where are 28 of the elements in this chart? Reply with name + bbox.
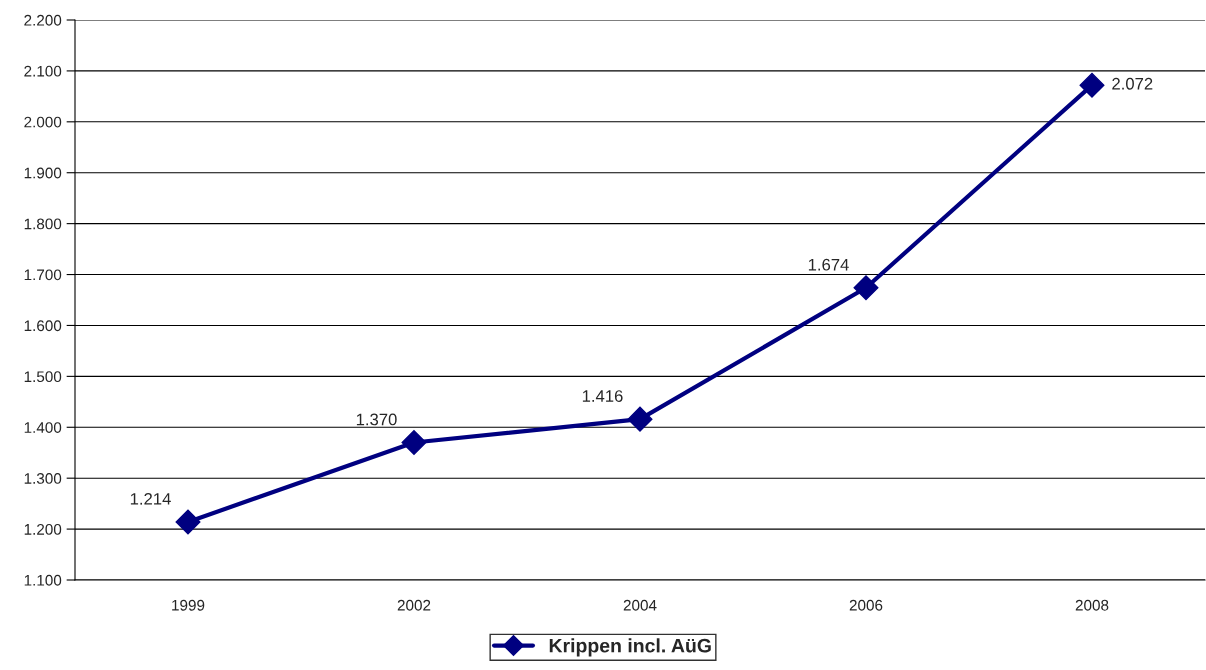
- legend-label: Krippen incl. AüG: [549, 638, 711, 657]
- x-tick-label: 2006: [849, 599, 883, 611]
- point: [175, 509, 201, 535]
- y-tick-label: 2.200: [24, 14, 62, 26]
- point: [853, 275, 879, 301]
- x-tick-label: 1999: [172, 599, 205, 611]
- data-label: 1.674: [808, 258, 849, 271]
- point: [627, 406, 653, 432]
- y-tick-label: 1.600: [24, 320, 62, 332]
- data-label: 1.214: [130, 492, 171, 505]
- point: [401, 430, 427, 456]
- y-tick-label: 1.300: [24, 473, 62, 484]
- y-tick-label: 1.200: [24, 523, 62, 535]
- y-tick-label: 2.100: [24, 65, 62, 77]
- data-label: 1.416: [582, 390, 623, 402]
- y-tick-label: 1.100: [24, 574, 62, 586]
- y-tick-label: 1.400: [24, 422, 62, 433]
- point: [1079, 72, 1105, 98]
- data-label: 1.370: [356, 413, 397, 426]
- x-tick-label: 2002: [397, 599, 431, 611]
- y-tick-label: 1.900: [24, 167, 62, 179]
- x-tick-label: 2008: [1075, 599, 1109, 611]
- x-tick-label: 2004: [623, 599, 657, 611]
- y-tick-label: 1.700: [24, 269, 62, 281]
- data-label: 2.072: [1112, 77, 1153, 90]
- y-tick-label: 1.500: [24, 371, 62, 383]
- y-tick-label: 1.800: [24, 218, 62, 230]
- y-tick-label: 2.000: [24, 116, 62, 128]
